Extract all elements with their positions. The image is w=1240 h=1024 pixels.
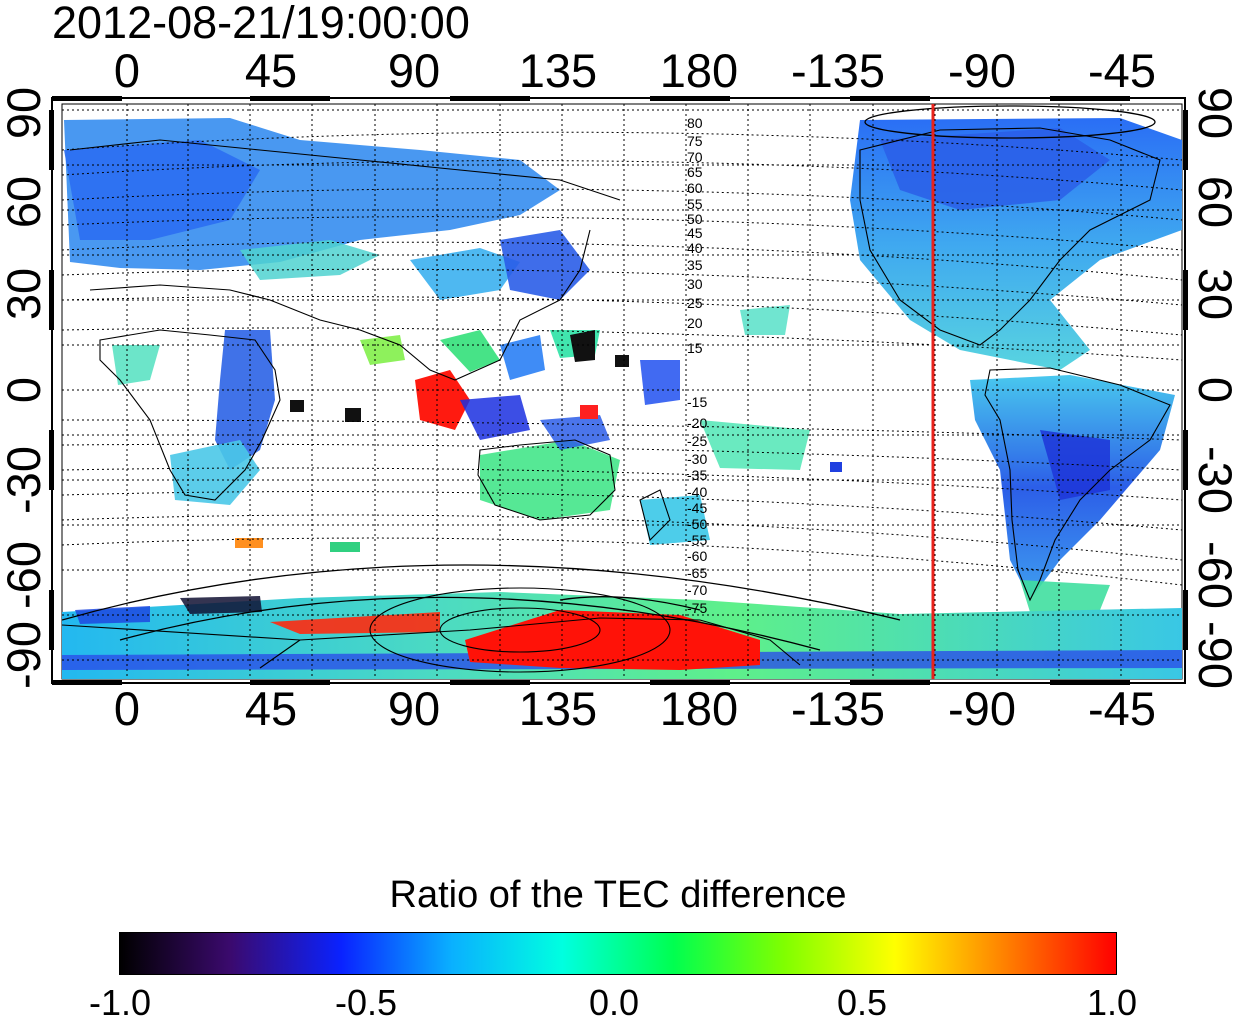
colorbar-title: Ratio of the TEC difference <box>389 874 847 916</box>
left-lat-tick: 60 <box>0 175 50 229</box>
mlat-label: -40 <box>687 484 708 500</box>
bottom-lon-tick: 45 <box>244 682 298 735</box>
bottom-lon-tick: 135 <box>518 682 598 735</box>
mlat-label: -75 <box>687 600 708 616</box>
top-lon-tick: -135 <box>790 44 886 97</box>
top-lon-tick: 180 <box>659 44 739 97</box>
mlat-label: 65 <box>687 164 703 180</box>
mlat-label: 20 <box>687 315 703 331</box>
mlat-label: -70 <box>687 582 708 598</box>
mlat-label: -30 <box>687 451 708 467</box>
top-lon-tick: 0 <box>113 44 141 97</box>
mlat-label: 40 <box>687 240 703 256</box>
right-lat-tick: 60 <box>1189 175 1240 229</box>
colorbar-tick: 0.5 <box>836 982 888 1023</box>
bottom-lon-tick: 0 <box>113 682 141 735</box>
left-lat-tick: -90 <box>0 621 50 689</box>
left-lat-tick: 0 <box>0 376 50 404</box>
colorbar-tick: -1.0 <box>88 982 152 1023</box>
colorbar-tick: -0.5 <box>334 982 398 1023</box>
tec-map <box>49 96 1188 685</box>
mlat-label: -15 <box>687 394 708 410</box>
tec-data-patches <box>62 118 1182 679</box>
left-lat-tick: -30 <box>0 446 50 514</box>
mlat-label: 45 <box>687 225 703 241</box>
right-lat-tick: -90 <box>1189 621 1240 689</box>
left-lat-tick: 90 <box>0 86 50 140</box>
bottom-lon-tick: 90 <box>387 682 441 735</box>
right-lat-tick: 30 <box>1189 267 1240 321</box>
bottom-lon-tick: 180 <box>659 682 739 735</box>
magnetic-latitude-contours <box>62 131 1182 586</box>
mlat-label: -60 <box>687 548 708 564</box>
frame-ticks <box>49 96 1188 685</box>
mlat-label: 55 <box>687 196 703 212</box>
mlat-label: 60 <box>687 180 703 196</box>
top-lon-tick: 90 <box>387 44 441 97</box>
mlat-label: -20 <box>687 415 708 431</box>
mlat-label: 80 <box>687 115 703 131</box>
mlat-label: -55 <box>687 532 708 548</box>
mlat-label: 70 <box>687 149 703 165</box>
mlat-label: 35 <box>687 257 703 273</box>
top-lon-tick: 135 <box>518 44 598 97</box>
mlat-label: 30 <box>687 276 703 292</box>
top-lon-tick: -90 <box>948 44 1016 97</box>
colorbar <box>119 932 1117 975</box>
bottom-lon-tick: -45 <box>1088 682 1156 735</box>
colorbar-tick: 1.0 <box>1086 982 1138 1023</box>
magnetic-polar-contours <box>62 105 1156 651</box>
bottom-lon-tick: -135 <box>790 682 886 735</box>
mlat-label: -25 <box>687 433 708 449</box>
colorbar-tick: 0.0 <box>588 982 640 1023</box>
top-lon-tick: -45 <box>1088 44 1156 97</box>
right-lat-tick: -30 <box>1189 446 1240 514</box>
coastlines <box>62 127 1171 673</box>
left-lat-tick: 30 <box>0 267 50 321</box>
mlat-label: 75 <box>687 133 703 149</box>
mlat-label: -45 <box>687 500 708 516</box>
mlat-label: 15 <box>687 340 703 356</box>
page-title: 2012-08-21/19:00:00 <box>52 0 470 48</box>
mlat-label: -35 <box>687 467 708 483</box>
right-lat-tick: 0 <box>1189 376 1240 404</box>
mlat-label: 25 <box>687 295 703 311</box>
mlat-label: 50 <box>687 211 703 227</box>
mlat-label: -65 <box>687 565 708 581</box>
mlat-label: -50 <box>687 516 708 532</box>
right-lat-tick: 90 <box>1189 86 1240 140</box>
bottom-lon-tick: -90 <box>948 682 1016 735</box>
graticule <box>62 104 1182 679</box>
top-lon-tick: 45 <box>244 44 298 97</box>
